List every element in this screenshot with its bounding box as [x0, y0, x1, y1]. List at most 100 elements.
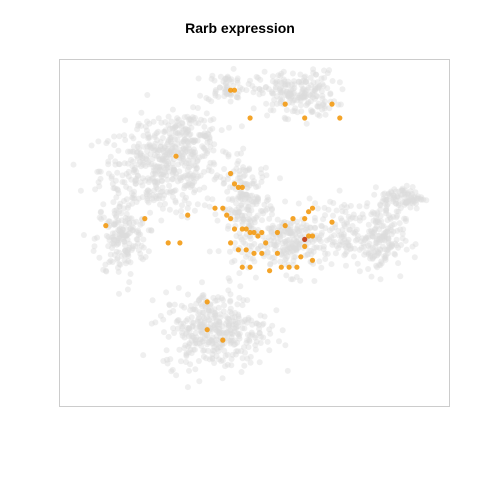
background-cell-point	[126, 219, 133, 226]
background-cell-point	[246, 196, 253, 203]
background-cell-point	[390, 213, 397, 220]
background-cell-point	[289, 243, 296, 250]
background-cell-point	[249, 321, 256, 328]
background-cell-point	[159, 205, 166, 212]
background-cell-point	[394, 193, 401, 200]
background-cell-point	[229, 330, 235, 337]
background-cell-point	[138, 109, 145, 116]
background-cell-point	[182, 330, 189, 337]
background-cell-point	[168, 134, 175, 141]
background-cell-point	[144, 118, 151, 125]
background-cell-point	[120, 232, 127, 239]
background-cell-point	[270, 224, 277, 231]
background-cell-point	[268, 229, 275, 236]
background-cell-point	[287, 223, 294, 230]
background-cell-point	[413, 200, 419, 207]
background-cell-point	[214, 321, 221, 328]
background-cell-point	[388, 231, 395, 238]
background-cell-point	[298, 82, 305, 88]
background-cell-point	[331, 232, 338, 239]
background-cell-point	[173, 372, 180, 379]
background-cell-point	[124, 204, 131, 211]
background-cell-point	[300, 77, 307, 84]
background-cell-point	[116, 235, 123, 242]
background-cell-point	[239, 86, 246, 93]
background-cell-point	[203, 332, 210, 339]
background-cell-point	[221, 347, 228, 354]
background-cell-point	[133, 228, 140, 235]
background-cell-point	[190, 149, 197, 156]
background-cell-point	[234, 79, 241, 86]
background-cell-point	[146, 141, 153, 148]
background-cell-point	[246, 242, 253, 249]
background-cell-point	[179, 323, 186, 330]
background-cell-point	[281, 246, 288, 253]
background-cell-point	[223, 91, 230, 97]
background-cell-point	[142, 155, 149, 162]
expressing-cell-point	[235, 247, 241, 253]
background-cell-point	[209, 351, 216, 358]
background-cell-point	[274, 216, 281, 223]
background-cell-point	[157, 143, 164, 150]
background-cell-point	[197, 327, 204, 334]
background-cell-point	[178, 213, 185, 220]
background-cell-point	[197, 172, 204, 179]
background-cell-point	[197, 323, 204, 330]
background-cell-point	[192, 149, 199, 156]
background-cell-point	[236, 193, 243, 200]
background-cell-point	[218, 358, 225, 364]
background-cell-point	[207, 127, 213, 133]
background-cell-point	[314, 79, 321, 86]
background-cell-point	[420, 196, 427, 203]
expressing-cell-point	[337, 115, 343, 121]
background-cell-point	[164, 151, 170, 158]
background-cell-point	[135, 229, 142, 236]
background-cell-point	[271, 254, 278, 261]
background-cell-point	[387, 215, 394, 222]
background-cell-point	[253, 194, 260, 200]
background-cell-point	[96, 214, 103, 221]
background-cell-point	[282, 81, 289, 88]
background-cell-point	[235, 194, 242, 200]
background-cell-point	[145, 187, 152, 194]
background-cell-point	[130, 219, 137, 226]
background-cell-point	[208, 75, 215, 82]
background-cell-point	[207, 320, 214, 327]
background-cell-point	[289, 240, 296, 247]
background-cell-point	[124, 216, 131, 223]
background-cell-point	[253, 201, 260, 207]
background-cell-point	[204, 148, 211, 155]
background-cell-point	[140, 161, 147, 168]
background-cell-point	[296, 79, 303, 85]
background-cell-point	[145, 133, 152, 140]
background-cell-point	[249, 83, 256, 89]
background-cell-point	[279, 245, 286, 252]
background-cell-point	[287, 230, 294, 237]
background-cell-point	[242, 191, 249, 198]
background-cell-point	[133, 199, 140, 205]
background-cell-point	[225, 287, 232, 294]
background-cell-point	[316, 82, 323, 89]
background-cell-point	[183, 160, 190, 167]
background-cell-point	[132, 178, 138, 184]
background-cell-point	[336, 187, 343, 194]
background-cell-point	[399, 235, 406, 242]
background-cell-point	[250, 198, 257, 205]
background-cell-point	[243, 181, 250, 188]
background-cell-point	[174, 136, 181, 143]
background-cell-point	[384, 196, 391, 203]
background-cell-point	[222, 75, 229, 82]
background-cell-point	[97, 168, 104, 175]
background-cell-point	[212, 92, 219, 99]
background-cell-point	[256, 329, 263, 336]
background-cell-point	[291, 108, 298, 114]
background-cell-point	[220, 308, 227, 315]
expressing-cell-point	[306, 233, 312, 239]
background-cell-point	[255, 195, 261, 202]
background-cell-point	[111, 210, 118, 217]
background-cell-point	[374, 264, 381, 271]
background-cell-point	[269, 255, 276, 261]
background-cell-point	[294, 226, 301, 233]
background-cell-point	[215, 248, 222, 255]
background-cell-point	[171, 167, 178, 174]
